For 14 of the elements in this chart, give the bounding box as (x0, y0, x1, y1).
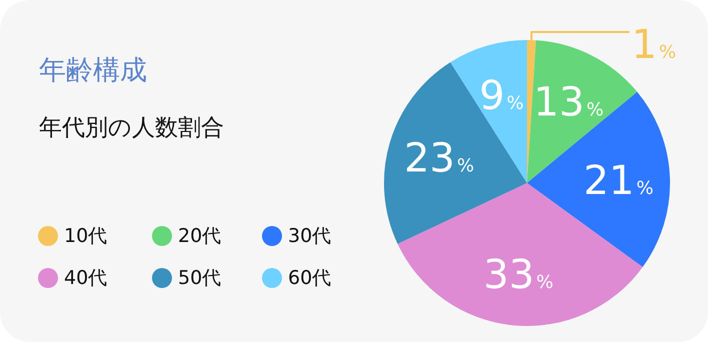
legend-label: 30代 (288, 224, 332, 249)
legend-label: 50代 (178, 266, 222, 291)
data-label: 23% (404, 135, 474, 182)
text: 年齢構成 (39, 54, 147, 88)
data-label: 13% (534, 79, 604, 126)
text: 年代別の人数割合 (39, 114, 224, 143)
data-label: 9% (479, 73, 524, 120)
legend-label: 20代 (178, 224, 222, 249)
data-label: 33% (483, 252, 554, 298)
legend-label: 40代 (64, 266, 108, 291)
legend-label: 10代 (64, 224, 108, 249)
data-label: 21% (583, 158, 654, 204)
data-label: 1% (631, 22, 676, 68)
legend-label: 60代 (288, 266, 332, 291)
